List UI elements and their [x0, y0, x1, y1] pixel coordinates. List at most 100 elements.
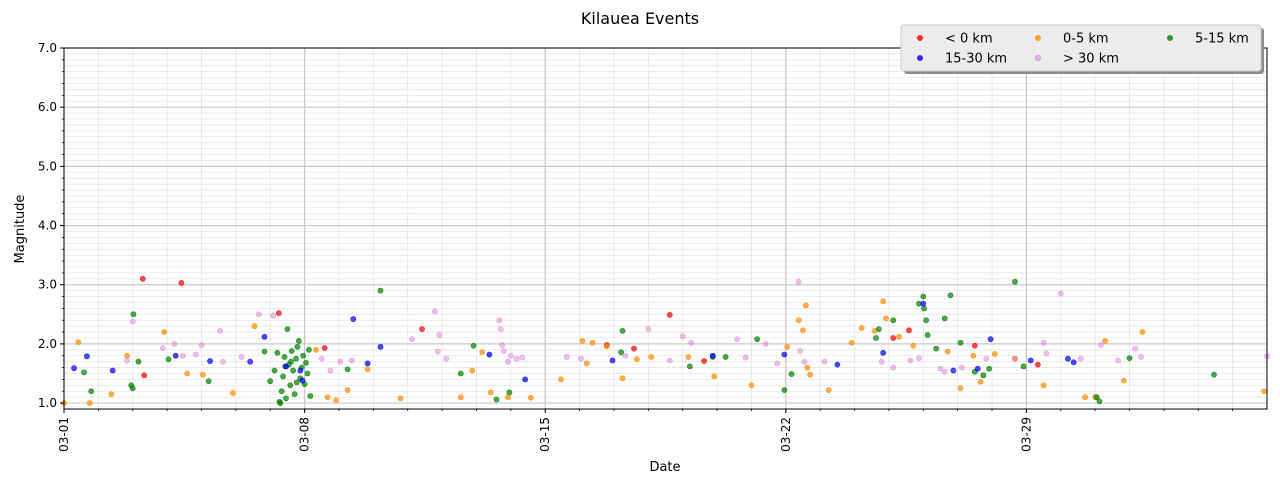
chart-title: Kilauea Events [581, 9, 699, 28]
data-point [283, 395, 289, 402]
series-4 [124, 278, 1270, 375]
data-point [280, 373, 287, 380]
minor-gridlines [64, 48, 1267, 410]
data-point [920, 293, 927, 300]
data-point [305, 346, 312, 353]
data-point [419, 326, 425, 333]
data-point [1132, 345, 1139, 352]
legend-label: 5-15 km [1195, 32, 1249, 47]
data-point [251, 323, 258, 330]
data-point [283, 363, 289, 370]
data-point [321, 345, 328, 351]
y-tick-label: 7.0 [38, 41, 57, 55]
data-point [179, 352, 186, 359]
series-0 [139, 275, 1041, 379]
legend: < 0 km 0-5 km 5-15 km 15-30 km > 30 km [900, 24, 1264, 74]
data-point [983, 355, 990, 362]
data-point [497, 326, 504, 333]
data-point [409, 336, 415, 343]
plot-frame [63, 47, 1268, 410]
data-point [198, 342, 205, 348]
data-point [337, 358, 344, 365]
data-point [558, 376, 564, 383]
data-point [947, 292, 954, 299]
data-point [1096, 398, 1103, 405]
data-point [971, 342, 978, 349]
x-tick-label: 03-08 [298, 417, 312, 452]
data-point [910, 342, 917, 349]
data-point [291, 391, 298, 398]
data-point [1138, 354, 1144, 360]
data-point [261, 348, 268, 355]
data-point [1012, 355, 1018, 362]
data-point [742, 354, 749, 361]
x-tick-label: 03-01 [57, 417, 71, 452]
data-point [457, 370, 464, 377]
data-point [950, 367, 957, 374]
data-point [734, 336, 741, 343]
data-point [86, 400, 93, 406]
data-point [124, 352, 130, 359]
data-point [563, 354, 570, 360]
data-point [603, 343, 610, 350]
data-point [294, 343, 301, 350]
data-point [1040, 339, 1047, 346]
data-point [297, 367, 304, 374]
data-point [1027, 357, 1034, 364]
data-point [506, 389, 513, 396]
data-point [261, 333, 268, 340]
data-point [513, 355, 520, 362]
data-point [807, 371, 814, 378]
data-point [487, 389, 494, 396]
data-point [957, 339, 964, 346]
data-point [890, 335, 897, 341]
data-point [192, 351, 199, 358]
data-point [522, 376, 529, 383]
data-point [288, 348, 295, 354]
data-point [937, 365, 944, 372]
data-point [270, 312, 276, 319]
data-point [205, 378, 212, 385]
x-tick-label: 03-29 [1019, 417, 1033, 452]
data-point [821, 358, 828, 365]
data-point [774, 360, 781, 367]
data-point [303, 359, 309, 366]
data-point [108, 391, 115, 398]
data-point [986, 365, 993, 372]
legend-marker [917, 35, 923, 41]
legend-label: > 30 km [1063, 52, 1119, 67]
data-point [377, 287, 384, 294]
data-point [802, 302, 809, 309]
data-point [141, 372, 148, 379]
data-point [304, 370, 311, 377]
data-point [645, 326, 652, 333]
data-point [579, 338, 586, 344]
data-point [436, 332, 443, 338]
data-point [348, 357, 355, 364]
data-point [619, 327, 626, 334]
y-tick-label: 6.0 [38, 100, 57, 114]
data-point [933, 345, 940, 352]
data-point [178, 280, 185, 286]
data-point [75, 339, 82, 346]
series-2 [81, 278, 1217, 406]
data-point [1065, 355, 1071, 362]
data-point [377, 343, 384, 350]
data-point [318, 355, 325, 362]
data-point [722, 354, 729, 360]
data-point [1102, 338, 1109, 344]
data-point [795, 278, 802, 285]
data-point [255, 311, 262, 318]
data-point [486, 351, 493, 358]
data-point [878, 358, 885, 365]
x-tick-label: 03-15 [538, 417, 552, 452]
data-point [274, 349, 281, 356]
data-point [834, 361, 841, 368]
data-point [84, 353, 90, 360]
data-point [1020, 363, 1027, 370]
data-point [288, 358, 294, 365]
data-point [184, 370, 191, 377]
y-tick-label: 5.0 [38, 159, 57, 173]
data-point [748, 382, 755, 389]
data-point [172, 352, 179, 359]
